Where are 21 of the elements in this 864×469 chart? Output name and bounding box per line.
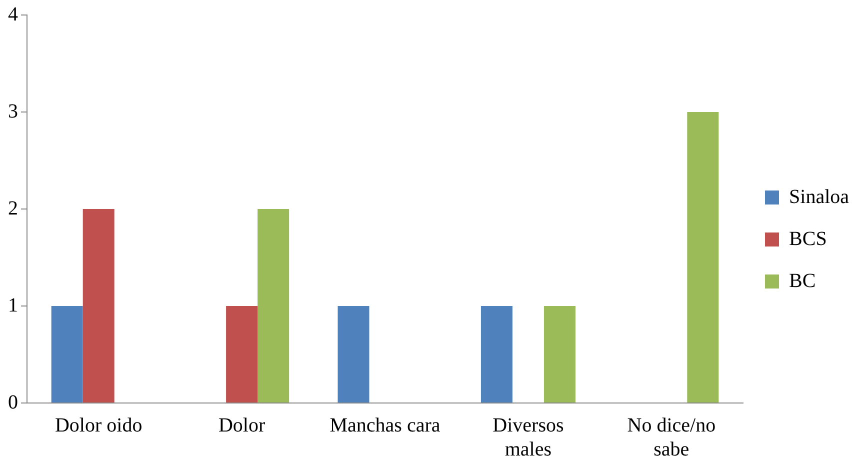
x-tick-label: Dolor oido (54, 414, 142, 436)
legend-label: Sinaloa (789, 186, 850, 208)
bar (258, 209, 290, 402)
bar (544, 306, 576, 402)
y-tick-label: 0 (8, 391, 18, 414)
x-tick-label: Manchas cara (330, 414, 440, 436)
y-tick-label: 4 (8, 3, 18, 26)
legend-label: BCS (789, 228, 827, 250)
bar (687, 112, 719, 402)
bar (338, 306, 370, 402)
bar (82, 209, 114, 402)
x-tick-label: Diversos males (492, 414, 564, 460)
legend-label: BC (789, 270, 816, 292)
y-tick-label: 1 (8, 294, 18, 316)
y-tick-label: 2 (8, 197, 18, 220)
x-tick-label: Dolor (218, 414, 266, 436)
bar (51, 306, 83, 402)
bar (226, 306, 258, 402)
x-tick-label: No dice/no sabe (627, 414, 716, 460)
bar (480, 306, 512, 402)
y-tick-label: 3 (8, 100, 18, 122)
